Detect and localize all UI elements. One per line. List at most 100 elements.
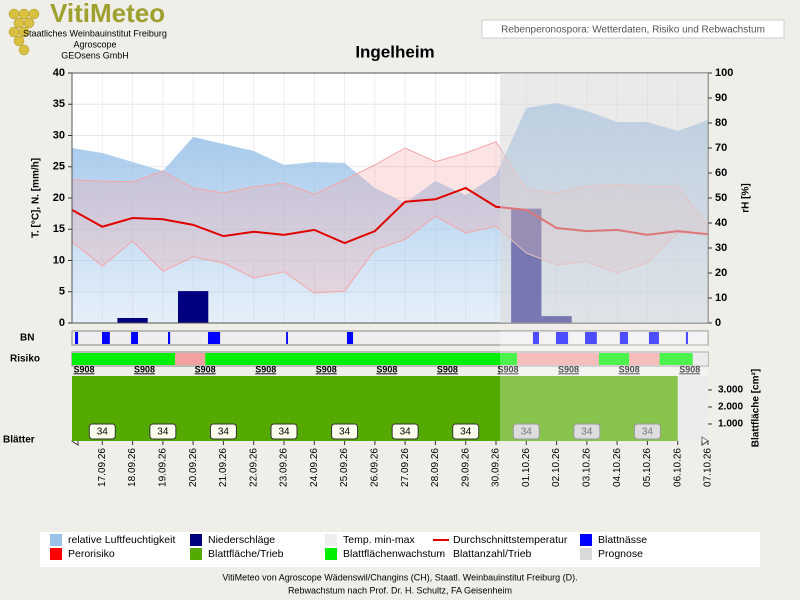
leaf-count-box	[88, 423, 116, 440]
leaf-count-box	[573, 423, 601, 440]
variety-label: S908	[134, 364, 155, 374]
leaf-wetness	[168, 332, 171, 344]
logo-line: Staatliches Weinbauinstitut Freiburg	[23, 28, 167, 38]
variety-label: S908	[316, 364, 337, 374]
footer-line: VitiMeteo von Agroscope Wädenswil/Changi…	[222, 572, 577, 582]
variety-label: S908	[497, 364, 518, 374]
x-tick-label: 20.09.26	[188, 448, 199, 487]
y-tick-label: 5	[59, 286, 65, 298]
x-tick-label: 28.09.26	[430, 448, 441, 487]
y-tick-label: 10	[53, 254, 65, 266]
leaf-wetness	[555, 332, 569, 344]
y2-tick-label: 100	[715, 67, 733, 79]
y2-tick-label: 10	[715, 292, 727, 304]
x-tick-label: 24.09.26	[309, 448, 320, 487]
variety-label: S908	[376, 364, 397, 374]
legend-label: Blattfläche/Trieb	[208, 548, 284, 560]
x-tick-label: 25.09.26	[339, 448, 350, 487]
subtitle-box	[481, 19, 785, 39]
x-tick-label: 27.09.26	[400, 448, 411, 487]
legend-box	[40, 532, 760, 567]
variety-label: S908	[73, 364, 94, 374]
legend-label: Niederschläge	[208, 534, 275, 546]
x-tick-label: 04.10.26	[612, 448, 623, 487]
leaf-count-box	[391, 423, 419, 440]
leaf-wetness	[207, 332, 221, 344]
bn-strip	[71, 330, 709, 346]
y2-tick-label: 20	[715, 267, 727, 279]
legend-label: Perorisiko	[68, 548, 115, 560]
leaf-wetness	[648, 332, 659, 344]
leaf-count: 34	[521, 427, 533, 438]
footer-line: Rebwachstum nach Prof. Dr. H. Schultz, F…	[288, 585, 512, 595]
legend-label: relative Luftfeuchtigkeit	[68, 534, 175, 546]
leaf-count-box	[512, 423, 540, 440]
variety-label: S908	[437, 364, 458, 374]
risk-segment	[629, 353, 660, 365]
legend-label: Temp. min-max	[343, 534, 416, 546]
x-tick-label: 07.10.26	[703, 448, 714, 487]
x-tick-label: 18.09.26	[127, 448, 138, 487]
x-tick-label: 29.09.26	[460, 448, 471, 487]
y2-tick-label: 0	[715, 317, 721, 329]
legend-label: Blattflächenwachstum	[343, 548, 445, 560]
leaf-count-box	[452, 423, 480, 440]
y2-tick-label: 40	[715, 217, 727, 229]
risk-segment	[72, 353, 175, 365]
leaf-tick-label: 2.000	[718, 402, 743, 413]
leaf-tick-label: 3.000	[718, 385, 743, 396]
leaf-wetness	[75, 332, 79, 344]
leaf-label: Blätter	[3, 435, 35, 446]
variety-label: S908	[255, 364, 276, 374]
x-tick-label: 05.10.26	[642, 448, 653, 487]
leaf-count-box	[209, 423, 237, 440]
leaf-wetness	[532, 332, 540, 344]
variety-label: S908	[679, 364, 700, 374]
logo: VitiMeteo	[50, 0, 165, 28]
leaf-count: 34	[278, 427, 290, 438]
leaf-count: 34	[642, 427, 654, 438]
y2-tick-label: 30	[715, 242, 727, 254]
legend-swatch	[325, 534, 337, 546]
legend-label: Blattnässe	[598, 534, 647, 546]
y-tick-label: 25	[53, 161, 65, 173]
y-axis-title: T. [°C], N. [mm/h]	[31, 158, 42, 238]
leaf-count-box	[633, 423, 661, 440]
risk-label: Risiko	[10, 354, 40, 365]
leaf-wetness	[619, 332, 629, 344]
legend-label: Prognose	[598, 548, 643, 560]
leaf-wetness	[585, 332, 597, 344]
leaf-tick-label: 1.000	[718, 419, 743, 430]
logo-grapes	[8, 8, 40, 56]
variety-label: S908	[195, 364, 216, 374]
y2-tick-label: 60	[715, 167, 727, 179]
x-tick-label: 02.10.26	[551, 448, 562, 487]
x-tick-label: 30.09.26	[491, 448, 502, 487]
leaf-wetness	[286, 332, 288, 344]
y2-tick-label: 70	[715, 142, 727, 154]
x-tick-label: 21.09.26	[218, 448, 229, 487]
x-tick-label: 17.09.26	[97, 448, 108, 487]
x-tick-label: 19.09.26	[157, 448, 168, 487]
subtitle: Rebenperonospora: Wetterdaten, Risiko un…	[501, 25, 765, 36]
legend-swatch	[580, 534, 592, 546]
risk-segment	[205, 353, 518, 365]
leaf-count: 34	[218, 427, 230, 438]
risk-segment	[692, 353, 708, 365]
leaf-count: 34	[400, 427, 412, 438]
precip-bar	[178, 291, 209, 323]
legend-swatch	[190, 548, 202, 560]
legend-swatch	[440, 553, 442, 555]
x-tick-label: 23.09.26	[279, 448, 290, 487]
y-tick-label: 20	[53, 192, 65, 204]
y2-tick-label: 80	[715, 117, 727, 129]
legend-swatch	[50, 534, 62, 546]
leaf-wetness	[685, 332, 689, 344]
prognose-shade	[500, 331, 708, 441]
leaf-count-box	[331, 423, 359, 440]
risk-segment	[517, 353, 599, 365]
legend-swatch	[190, 534, 202, 546]
y-tick-label: 0	[59, 317, 65, 329]
x-tick-label: 03.10.26	[581, 448, 592, 487]
